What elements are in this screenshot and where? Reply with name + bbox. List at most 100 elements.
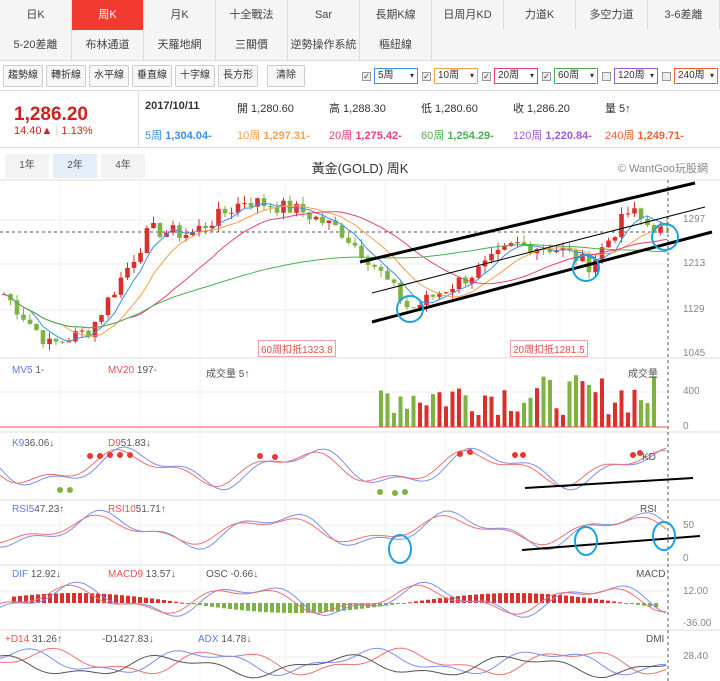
macd-osc-bar xyxy=(210,603,214,607)
price-change-pct: 1.13% xyxy=(61,125,93,137)
ma-value: 1,249.71- xyxy=(637,130,684,142)
volume-bar xyxy=(450,391,455,427)
tool-button-2[interactable]: 水平線 xyxy=(89,65,129,87)
tab2-2[interactable]: 天羅地網 xyxy=(144,30,216,60)
tool-button-3[interactable]: 垂直線 xyxy=(132,65,172,87)
ma-selectors: ✓5周✓10周✓20周✓60周120周240周 xyxy=(362,68,718,84)
macd-osc-bar xyxy=(102,593,106,603)
kd-overbought-dot xyxy=(520,452,526,458)
candle xyxy=(261,198,267,207)
macd-osc-bar xyxy=(270,603,274,613)
tab2-1[interactable]: 布林通道 xyxy=(72,30,144,60)
candle xyxy=(443,292,449,294)
ma-checkbox[interactable] xyxy=(662,71,671,81)
range-button-2[interactable]: 4年 xyxy=(101,154,145,178)
macd-osc-bar xyxy=(18,595,22,603)
dmi-adx-legend: ADX 14.78↓ xyxy=(198,634,252,645)
ma-select-5: 240周 xyxy=(662,68,718,84)
volume-bar xyxy=(470,411,474,427)
tab-5[interactable]: 長期K線 xyxy=(360,0,432,30)
ma-value-key: 60周 xyxy=(421,130,445,142)
ma-checkbox[interactable]: ✓ xyxy=(362,71,371,81)
tab-3[interactable]: 十全戰法 xyxy=(216,0,288,30)
tool-button-0[interactable]: 趨勢線 xyxy=(3,65,43,87)
candle xyxy=(47,338,52,345)
tool-button-1[interactable]: 轉折線 xyxy=(46,65,86,87)
macd-osc-bar xyxy=(312,603,316,613)
macd-osc-bar xyxy=(132,596,136,603)
candle xyxy=(521,242,527,245)
tool-button-4[interactable]: 十字線 xyxy=(175,65,215,87)
kd-overbought-dot xyxy=(257,453,263,459)
candle xyxy=(157,222,163,237)
candle xyxy=(60,341,65,343)
macd-osc-bar xyxy=(612,601,616,603)
candle xyxy=(450,289,455,293)
macd-osc-bar xyxy=(24,595,28,603)
ma-checkbox[interactable] xyxy=(602,71,611,81)
tab-6[interactable]: 日周月KD xyxy=(432,0,504,30)
range-button-1[interactable]: 2年 xyxy=(53,154,97,178)
macd-osc-bar xyxy=(48,593,52,603)
ma-period-select[interactable]: 120周 xyxy=(614,68,658,84)
macd-osc-bar xyxy=(642,603,646,606)
macd-osc-bar xyxy=(636,603,640,605)
kd-panel-name: KD xyxy=(642,452,656,463)
tab-7[interactable]: 力道K xyxy=(504,0,576,30)
ma-period-select[interactable]: 10周 xyxy=(434,68,478,84)
tool-button-6[interactable]: 清除 xyxy=(267,65,305,87)
macd-osc-bar xyxy=(624,603,628,604)
kd-k-legend: K936.06↓ xyxy=(12,438,55,449)
tool-button-5[interactable]: 長方形 xyxy=(218,65,258,87)
candle xyxy=(417,304,423,309)
volume-axis-label: 400 xyxy=(683,386,700,397)
candle xyxy=(326,220,332,224)
macd-osc-bar xyxy=(390,603,394,605)
macd-osc-bar xyxy=(546,594,550,603)
candle xyxy=(144,228,150,253)
macd-osc-bar xyxy=(570,596,574,603)
ma-period-select[interactable]: 60周 xyxy=(554,68,598,84)
kd-overbought-dot xyxy=(630,452,636,458)
volume-bar xyxy=(554,408,559,427)
ma-checkbox[interactable]: ✓ xyxy=(542,71,551,81)
range-button-0[interactable]: 1年 xyxy=(5,154,49,178)
volume-bar xyxy=(392,412,396,427)
macd-osc-bar xyxy=(288,603,292,613)
candle xyxy=(125,267,130,278)
candle xyxy=(307,212,312,220)
tab2-5[interactable]: 樞紐線 xyxy=(360,30,432,60)
volume-bar xyxy=(548,380,552,427)
macd-osc-bar xyxy=(648,603,652,607)
volume-bar xyxy=(645,403,650,427)
ma-select-3: ✓ 60周 xyxy=(542,68,598,84)
volume-bar xyxy=(411,395,416,427)
ma-period-select[interactable]: 5周 xyxy=(374,68,418,84)
volume-bar xyxy=(385,393,390,427)
candle xyxy=(203,225,208,228)
tab-1[interactable]: 周K xyxy=(72,0,144,30)
candle xyxy=(190,231,195,235)
macd-osc-bar xyxy=(414,601,418,603)
ma-period-select[interactable]: 20周 xyxy=(494,68,538,84)
macd-osc-bar xyxy=(150,598,154,603)
tab-4[interactable]: Sar xyxy=(288,0,360,30)
tab2-3[interactable]: 三關價 xyxy=(216,30,288,60)
tab-0[interactable]: 日K xyxy=(0,0,72,30)
quote-close: 收 1,286.20 xyxy=(513,103,570,115)
tab-2[interactable]: 月K xyxy=(144,0,216,30)
tab2-0[interactable]: 5-20差離 xyxy=(0,30,72,60)
kd-oversold-dot xyxy=(377,489,383,495)
ma-checkbox[interactable]: ✓ xyxy=(482,71,491,81)
ma-period-select[interactable]: 240周 xyxy=(674,68,718,84)
macd-osc-bar xyxy=(474,594,478,603)
tab-8[interactable]: 多空力道 xyxy=(576,0,648,30)
macd-osc-bar xyxy=(60,593,64,603)
candle xyxy=(619,214,624,238)
candle xyxy=(209,225,215,228)
macd-osc-bar xyxy=(600,599,604,603)
ma-checkbox[interactable]: ✓ xyxy=(422,71,431,81)
quote-open: 開 1,280.60 xyxy=(237,103,294,115)
tab2-4[interactable]: 逆勢操作系統 xyxy=(288,30,360,60)
